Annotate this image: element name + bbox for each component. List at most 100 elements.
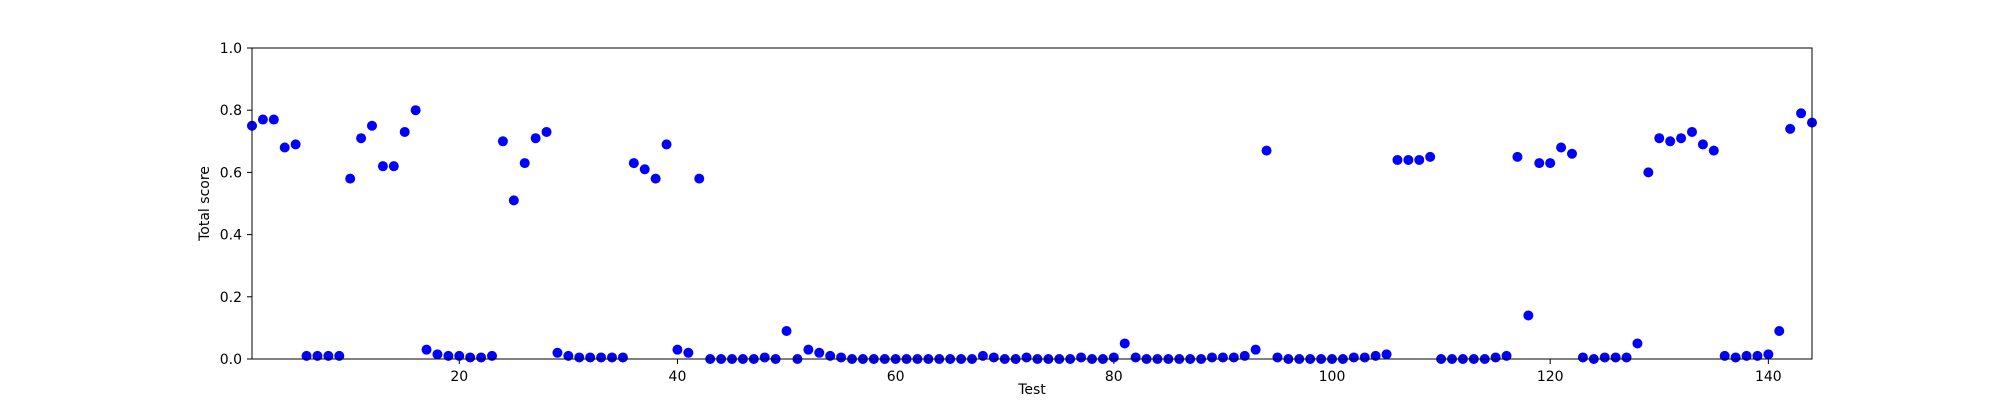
data-point	[1643, 167, 1654, 178]
y-axis-label: Total score	[197, 166, 213, 242]
data-point	[1414, 154, 1425, 165]
data-point	[487, 350, 497, 361]
data-point	[628, 158, 639, 169]
x-axis-label: Test	[1017, 382, 1046, 398]
data-point	[1217, 352, 1228, 363]
data-point	[617, 352, 628, 363]
data-point	[1512, 151, 1523, 162]
data-point	[1523, 310, 1534, 321]
data-point	[661, 139, 672, 150]
data-point	[1556, 142, 1567, 153]
data-point	[345, 173, 356, 184]
data-point	[1719, 350, 1730, 361]
data-point	[1272, 352, 1283, 363]
data-point	[410, 105, 421, 116]
data-point	[1534, 158, 1545, 169]
data-point	[1763, 349, 1774, 360]
y-tick-label: 0.8	[220, 103, 242, 119]
data-point	[1545, 158, 1556, 169]
data-point	[563, 350, 574, 361]
x-tick-label: 140	[1755, 369, 1782, 385]
data-point	[836, 352, 847, 363]
data-point	[1076, 352, 1087, 363]
data-point	[1687, 126, 1697, 137]
data-point	[1130, 352, 1141, 363]
ticks-group: 20 40 60 80 100 120 140 0.0 0.2 0.4 0.6 0.8 1.0	[220, 41, 1782, 385]
data-point	[1567, 148, 1577, 159]
data-point	[1610, 352, 1621, 363]
data-point	[1774, 326, 1785, 337]
data-point	[268, 114, 279, 125]
x-tick-label: 40	[669, 369, 687, 385]
data-point	[1261, 145, 1272, 156]
data-point	[541, 126, 552, 137]
data-point	[1741, 350, 1752, 361]
data-point	[988, 352, 999, 363]
data-point	[585, 352, 596, 363]
data-point	[257, 114, 268, 125]
data-point	[1021, 352, 1032, 363]
data-point	[1708, 145, 1719, 156]
x-tick-label: 80	[1105, 369, 1123, 385]
data-point	[552, 347, 563, 358]
data-point	[574, 352, 585, 363]
data-point	[1599, 352, 1610, 363]
data-point	[1348, 352, 1359, 363]
data-point	[279, 142, 290, 153]
data-point	[377, 161, 388, 172]
data-point	[1250, 344, 1261, 355]
data-point	[454, 350, 465, 361]
data-point	[290, 139, 301, 150]
data-point	[694, 173, 705, 184]
plot-frame	[251, 47, 1813, 360]
data-point	[650, 173, 661, 184]
data-point	[1577, 352, 1588, 363]
data-point	[1370, 350, 1381, 361]
data-point	[1119, 338, 1130, 349]
data-point	[421, 344, 432, 355]
y-tick-label: 0.6	[220, 165, 242, 181]
data-point	[639, 164, 650, 175]
data-point	[1501, 350, 1512, 361]
data-point	[1207, 352, 1217, 363]
data-point	[1228, 352, 1239, 363]
data-point	[1381, 349, 1392, 360]
data-point	[1697, 139, 1708, 150]
data-point	[1108, 352, 1119, 363]
x-tick-label: 60	[887, 369, 905, 385]
data-point	[1621, 352, 1632, 363]
data-point	[399, 126, 410, 137]
data-point	[1632, 338, 1643, 349]
data-point	[803, 344, 814, 355]
y-tick-label: 0.4	[220, 228, 242, 244]
data-point	[519, 158, 530, 169]
data-point	[367, 120, 377, 131]
x-tick-label: 100	[1319, 369, 1346, 385]
data-point	[825, 350, 836, 361]
data-point	[508, 195, 519, 206]
data-point	[759, 352, 770, 363]
data-point	[1730, 352, 1741, 363]
data-point	[1676, 133, 1687, 144]
data-point	[1403, 154, 1414, 165]
data-point	[334, 350, 345, 361]
data-point	[388, 161, 399, 172]
y-tick-label: 0.2	[220, 290, 242, 306]
data-point	[596, 352, 607, 363]
data-point	[1654, 133, 1665, 144]
data-point	[781, 326, 792, 337]
data-point	[1785, 123, 1796, 134]
data-point	[301, 350, 312, 361]
data-point	[814, 347, 825, 358]
data-point	[465, 352, 476, 363]
data-point	[1425, 151, 1436, 162]
data-point	[1490, 352, 1501, 363]
x-tick-label: 120	[1537, 369, 1564, 385]
y-tick-label: 1.0	[220, 41, 242, 57]
data-point	[1752, 350, 1763, 361]
data-point	[497, 136, 508, 147]
data-point	[432, 349, 443, 360]
data-point	[672, 344, 683, 355]
